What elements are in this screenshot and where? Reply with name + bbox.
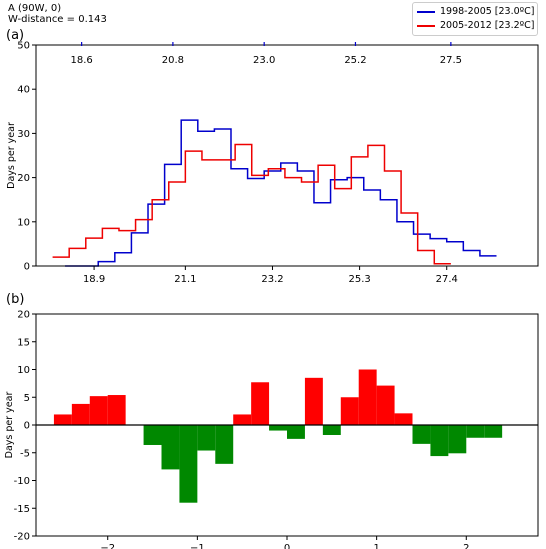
a-x-tick-label: 23.2 — [261, 274, 283, 285]
b-y-tick-label: 15 — [17, 337, 30, 348]
anomaly-bar — [269, 425, 287, 431]
b-x-tick-label: 0 — [284, 543, 290, 549]
a-x-tick-label: 21.1 — [174, 274, 196, 285]
legend-line-2005-2012 — [417, 24, 435, 27]
b-y-tick-label: 10 — [17, 365, 30, 376]
anomaly-bar — [53, 414, 72, 425]
a-y-tick-label: 40 — [17, 85, 30, 96]
anomaly-bar — [322, 425, 341, 435]
legend-label-2005-2012: 2005-2012 [23.2ºC] — [440, 20, 535, 31]
a-x-tick-label: 18.9 — [83, 274, 105, 285]
panel-a-label: (a) — [6, 28, 25, 43]
anomaly-bar — [394, 413, 413, 425]
legend-line-1998-2005 — [417, 10, 435, 13]
anomaly-bar — [197, 425, 216, 451]
b-y-tick-label: -10 — [14, 476, 30, 487]
location-label: A (90W, 0) — [8, 3, 62, 14]
anomaly-bar — [376, 385, 395, 425]
legend-item-1998-2005: 1998-2005 [23.0ºC] — [417, 6, 534, 17]
anomaly-bar — [143, 425, 162, 445]
anomaly-bar — [89, 396, 108, 425]
anomaly-bar — [340, 397, 359, 425]
anomaly-bar — [215, 425, 234, 464]
b-y-tick-label: -20 — [14, 532, 30, 543]
anomaly-bar — [107, 395, 126, 425]
anomaly-bar — [358, 369, 377, 425]
anomaly-bar — [448, 425, 467, 454]
anomaly-bar — [287, 425, 305, 439]
a-top-x-tick-label: 25.2 — [344, 55, 366, 66]
a-y-tick-label: 30 — [17, 129, 30, 140]
b-y-tick-label: 20 — [17, 310, 30, 321]
anomaly-bar — [233, 414, 252, 425]
a-x-tick-label: 27.4 — [436, 274, 458, 285]
wdistance-label: W-distance = 0.143 — [8, 14, 107, 25]
b-y-tick-label: 0 — [24, 421, 30, 432]
legend-item-2005-2012: 2005-2012 [23.2ºC] — [417, 20, 534, 31]
anomaly-bar — [71, 403, 90, 425]
series-line-1998-2005 — [65, 119, 497, 267]
a-y-axis-label: Days per year — [6, 122, 17, 189]
legend-label-1998-2005: 1998-2005 [23.0ºC] — [440, 6, 535, 17]
series-line-2005-2012 — [52, 143, 451, 265]
a-top-x-tick-label: 20.8 — [162, 55, 184, 66]
panel-b-label: (b) — [6, 292, 25, 307]
a-top-x-tick-label: 23.0 — [253, 55, 275, 66]
b-y-axis-label: Days per year — [4, 392, 15, 459]
anomaly-bar — [179, 425, 198, 503]
b-y-tick-label: -5 — [20, 448, 30, 459]
anomaly-bar — [412, 425, 431, 444]
b-x-tick-label: −1 — [190, 543, 205, 549]
b-x-tick-label: −2 — [100, 543, 115, 549]
anomaly-bar — [484, 425, 503, 438]
a-x-tick-label: 25.3 — [348, 274, 370, 285]
anomaly-bar — [161, 425, 180, 470]
anomaly-bar — [304, 377, 323, 425]
legend: 1998-2005 [23.0ºC] 2005-2012 [23.2ºC] — [412, 2, 538, 36]
b-x-tick-label: 2 — [463, 543, 469, 549]
anomaly-bar — [466, 425, 485, 438]
a-y-tick-label: 0 — [24, 262, 30, 273]
anomaly-bar — [251, 382, 270, 425]
a-top-x-tick-label: 18.6 — [71, 55, 93, 66]
b-y-tick-label: -15 — [14, 504, 30, 515]
panel-a-frame — [35, 44, 539, 267]
a-y-tick-label: 20 — [17, 173, 30, 184]
b-x-tick-label: 1 — [373, 543, 379, 549]
b-y-tick-label: 5 — [24, 393, 30, 404]
a-y-tick-label: 50 — [17, 41, 30, 52]
anomaly-bar — [430, 425, 449, 457]
a-top-x-tick-label: 27.5 — [440, 55, 462, 66]
a-y-tick-label: 10 — [17, 217, 30, 228]
